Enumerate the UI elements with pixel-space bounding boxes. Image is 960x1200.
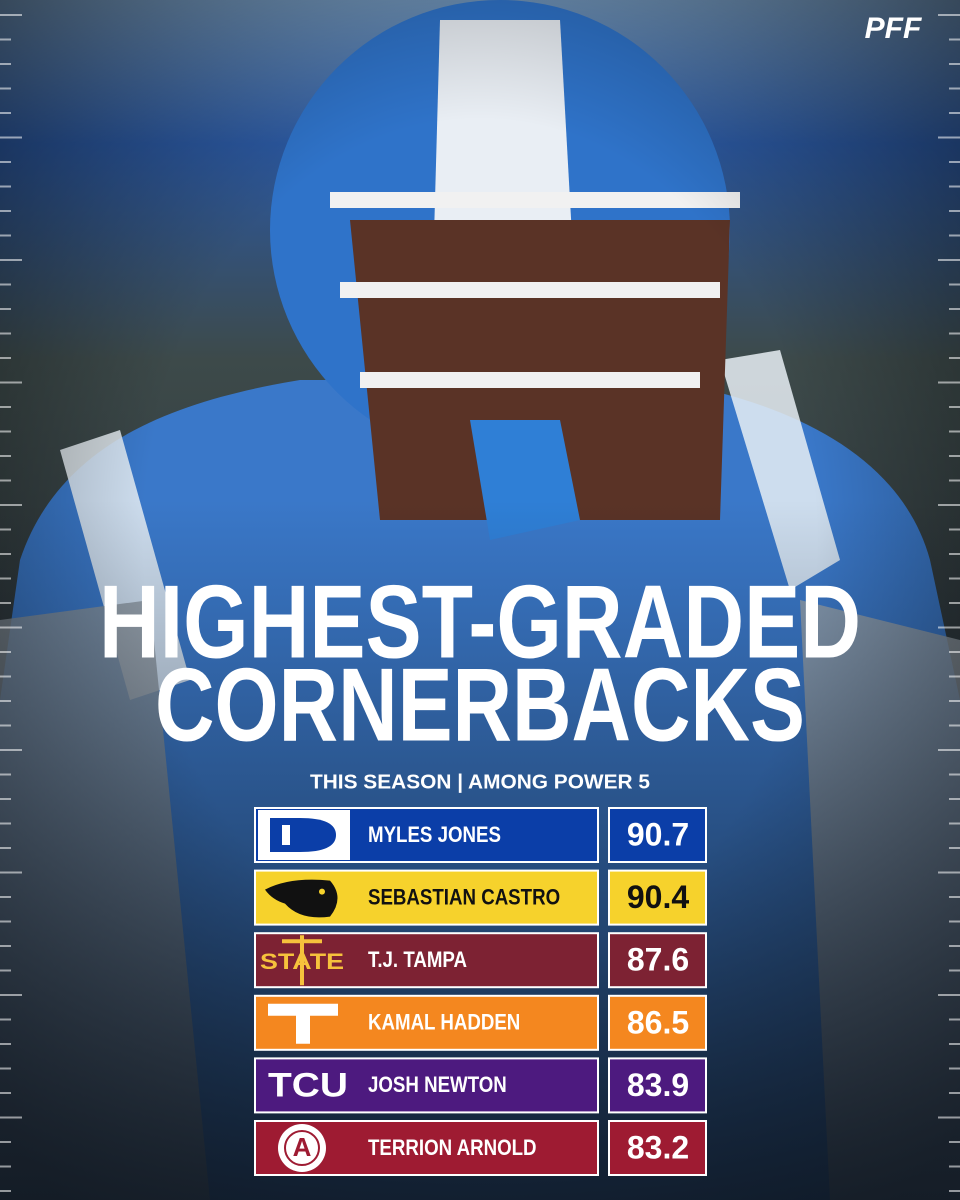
grade-cell	[608, 932, 707, 989]
title-line: CORNERBACKS	[155, 647, 805, 763]
table-row: STATE T.J. TAMPA 87.6	[254, 932, 707, 989]
table-row: A TERRION ARNOLD 83.2	[254, 1120, 707, 1176]
player-grade: 90.7	[627, 816, 689, 852]
table-row: MYLES JONES 90.7	[254, 807, 707, 863]
logo-shape	[319, 888, 325, 895]
player-name: JOSH NEWTON	[368, 1074, 507, 1098]
brand-logo: PFF	[865, 12, 922, 45]
subtitle: THIS SEASON | AMONG POWER 5	[310, 771, 650, 793]
logo-shape	[268, 1003, 338, 1044]
yard-markers	[0, 14, 960, 1192]
name-cell	[254, 1057, 599, 1114]
player-name: MYLES JONES	[368, 823, 501, 847]
logo-shape	[270, 818, 336, 852]
ranking-table: MYLES JONES 90.7 SEBASTIAN CASTRO 90.4 STATE…	[254, 807, 707, 1176]
table-row: SEBASTIAN CASTRO 90.4	[254, 869, 707, 926]
grade-cell	[608, 869, 707, 926]
logo-text: TCU	[268, 1066, 348, 1104]
player-grade: 86.5	[627, 1004, 689, 1040]
grade-cell	[608, 1120, 707, 1176]
logo-text: STATE	[260, 949, 344, 974]
logo-shape	[265, 879, 338, 918]
logo-shape	[282, 935, 322, 986]
team-logo: A	[278, 1124, 326, 1172]
table-row: TCU JOSH NEWTON 83.9	[254, 1057, 707, 1114]
team-logo	[268, 1003, 338, 1044]
grade-cell	[608, 1057, 707, 1114]
player-grade: 87.6	[627, 942, 689, 978]
team-logo: TCU	[268, 1066, 348, 1104]
player-grade: 83.2	[627, 1129, 689, 1165]
title-line: HIGHEST-GRADED	[99, 564, 861, 680]
player-name: SEBASTIAN CASTRO	[368, 886, 560, 910]
player-name: KAMAL HADDEN	[368, 1011, 520, 1035]
grade-cell	[608, 807, 707, 863]
team-logo: STATE	[260, 935, 344, 986]
grade-cell	[608, 994, 707, 1051]
player-grade: 83.9	[627, 1067, 689, 1103]
table-row: KAMAL HADDEN 86.5	[254, 994, 707, 1051]
logo-shape	[282, 825, 290, 845]
player-grade: 90.4	[627, 879, 689, 915]
logo-shape	[284, 1130, 320, 1166]
player-name: TERRION ARNOLD	[368, 1136, 537, 1160]
team-logo	[258, 810, 350, 860]
team-logo	[265, 879, 338, 918]
logo-text: A	[293, 1132, 312, 1162]
player-name: T.J. TAMPA	[368, 949, 467, 973]
